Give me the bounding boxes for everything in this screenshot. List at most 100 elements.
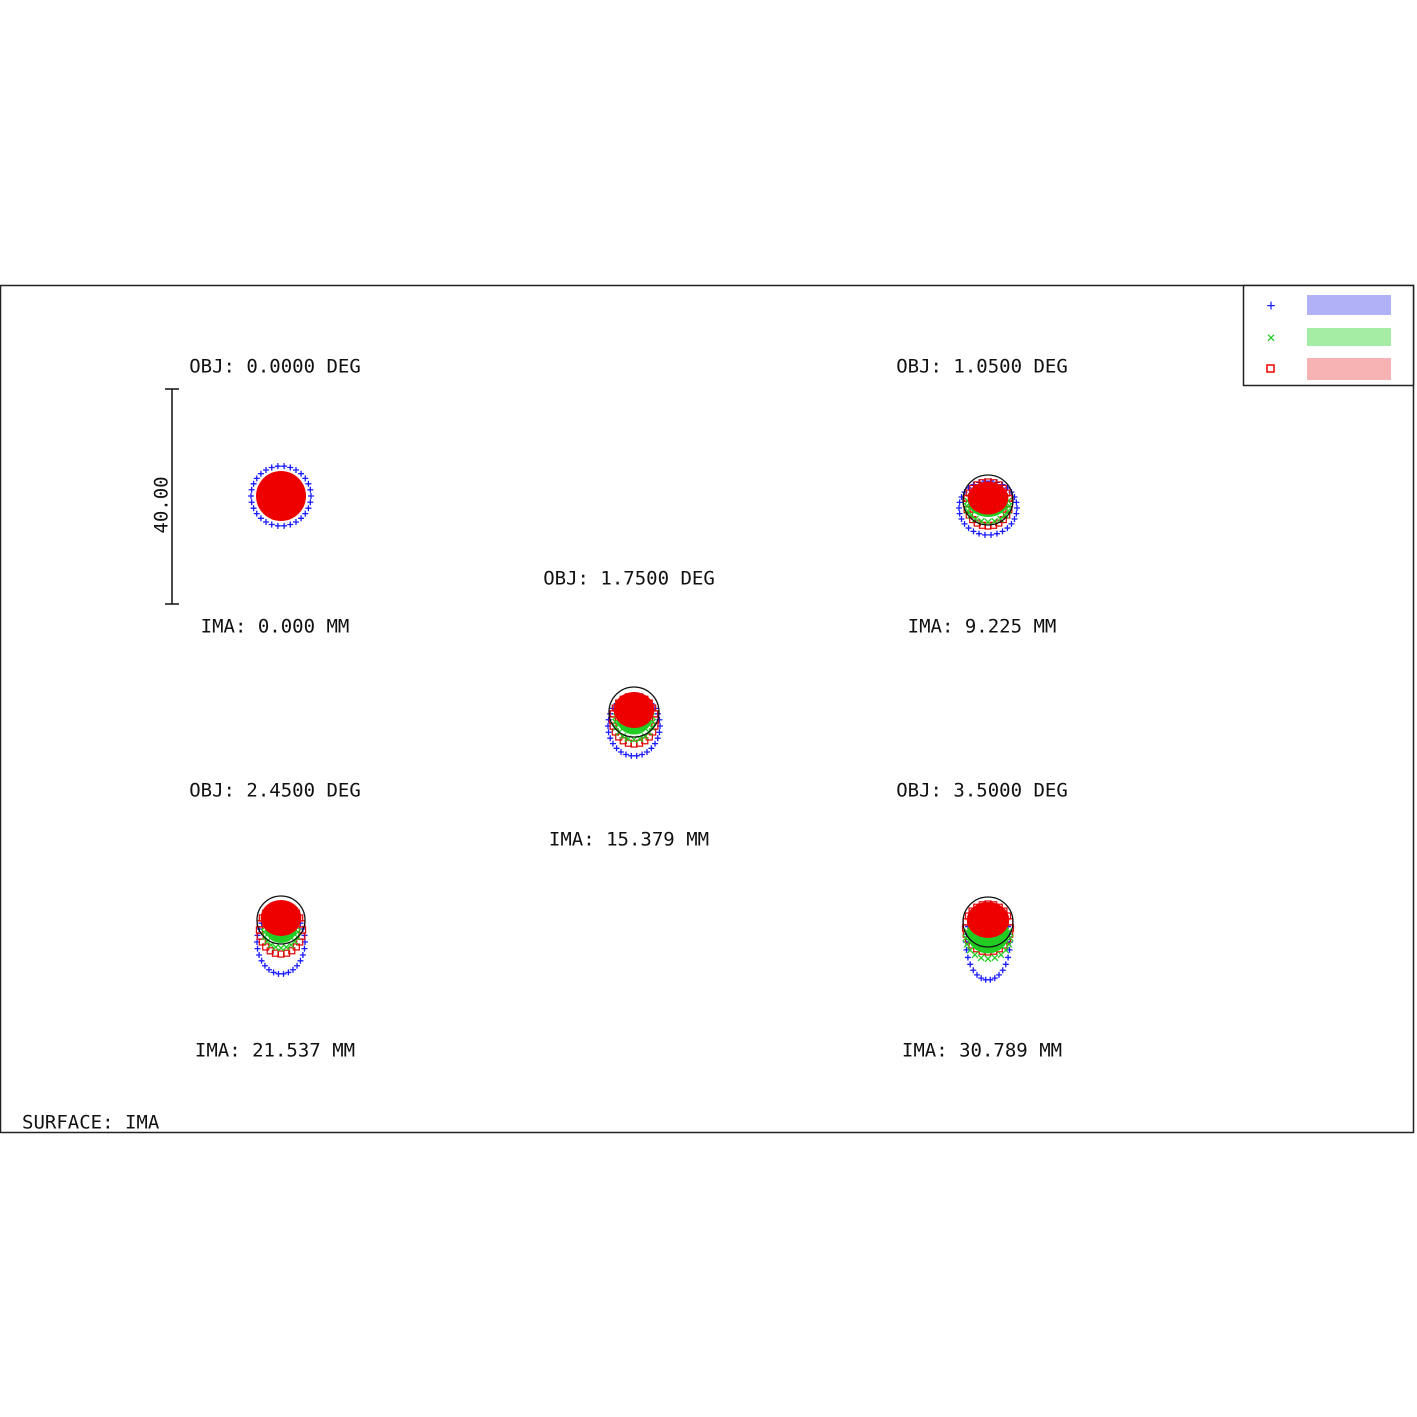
spot-ray — [266, 966, 272, 973]
spot-ray — [298, 515, 305, 522]
spot-ray — [281, 463, 288, 470]
spot-ray — [967, 511, 975, 519]
spot-ray — [293, 518, 299, 525]
plot-frame — [0, 284, 1415, 1134]
spot-ray — [254, 945, 261, 952]
spot-ray — [984, 518, 992, 526]
spot-ray — [644, 748, 650, 755]
spot-ray — [976, 530, 983, 537]
spot-ray — [622, 751, 629, 758]
spot-ray — [639, 751, 646, 758]
scale-bar: 40.00 — [151, 388, 179, 605]
spot-ray — [293, 467, 299, 474]
scale-label: 40.00 — [151, 476, 173, 533]
spot-ray — [961, 520, 968, 527]
spot-ray — [609, 740, 616, 747]
spot-ray — [630, 736, 638, 744]
spot-ray — [1004, 525, 1011, 532]
spot-core — [613, 692, 655, 728]
airy-circle — [256, 895, 306, 945]
airy-circle — [608, 686, 660, 738]
spot-ray — [963, 940, 971, 948]
spot-ray — [263, 518, 269, 525]
spot-ray — [613, 745, 620, 752]
spot-ray — [970, 967, 977, 974]
spot-ray — [648, 745, 655, 752]
spot-ray — [956, 510, 963, 517]
spot-ray — [654, 735, 661, 742]
spot-ray — [299, 952, 306, 959]
spot-ray — [302, 510, 309, 517]
spot-ray — [648, 723, 656, 731]
spot-ray — [305, 480, 312, 487]
spot-ray — [288, 947, 296, 955]
spot-ray — [1005, 940, 1013, 948]
spot-core — [966, 902, 1010, 938]
spot-ray — [308, 493, 314, 499]
spot-ray — [607, 735, 614, 742]
spot-ray — [268, 521, 275, 528]
spot-ray — [257, 470, 264, 477]
spot-ray — [258, 957, 265, 964]
spot-ray — [624, 739, 633, 747]
spot-ray — [253, 475, 260, 482]
spot-ray — [274, 522, 281, 529]
spot-ray — [633, 752, 640, 759]
spot-ray — [984, 955, 992, 963]
spot-ray — [993, 530, 1000, 537]
spot-ray — [1008, 520, 1015, 527]
spot-ray — [628, 752, 635, 759]
spot-ray — [1011, 515, 1018, 522]
spot-ray — [305, 505, 312, 512]
spot-ray — [1013, 499, 1020, 506]
field-ima-label: IMA: 9.225 MM — [908, 616, 1057, 638]
spot-ray — [271, 949, 280, 957]
spot-ray — [270, 969, 277, 976]
spot — [605, 686, 663, 759]
spot-ray — [1005, 954, 1012, 961]
spot-ray — [261, 962, 268, 969]
legend-blur — [1307, 328, 1391, 346]
spot-ray — [280, 970, 287, 977]
spot-ray — [970, 528, 977, 535]
spot-ray — [656, 729, 663, 736]
spot-ray — [956, 499, 963, 506]
spot-ray — [263, 937, 271, 945]
spot-ray — [1004, 507, 1012, 515]
legend-marker: + — [1266, 297, 1275, 315]
spot-ray — [966, 946, 974, 954]
spot-ray — [307, 486, 314, 493]
spot-ray — [1014, 505, 1020, 511]
spot-ray — [248, 499, 255, 506]
spot-ray — [997, 951, 1005, 959]
field-obj-label: OBJ: 2.4500 DEG — [189, 780, 361, 802]
spot-ray — [996, 971, 1002, 978]
spot-ray — [999, 967, 1006, 974]
spot-ray — [285, 969, 292, 976]
spot — [248, 463, 314, 529]
spot-ray — [302, 475, 309, 482]
spot-core — [260, 900, 302, 936]
spot-ray — [641, 732, 649, 740]
airy-circle — [962, 474, 1014, 526]
field-obj-label: OBJ: 3.5000 DEG — [896, 780, 1068, 802]
field-obj-label: OBJ: 1.0500 DEG — [896, 356, 1068, 378]
spot-ray — [965, 525, 972, 532]
spot-ray — [964, 954, 971, 961]
spot-ray — [982, 976, 989, 983]
field-obj-label: OBJ: 1.7500 DEG — [543, 568, 715, 590]
spot-ray — [248, 493, 254, 499]
spot-ray — [298, 470, 305, 477]
surface-label: SURFACE: IMA — [22, 1112, 160, 1134]
spot-ray — [1002, 961, 1009, 968]
field-obj-label: OBJ: 0.0000 DEG — [189, 356, 361, 378]
spot-ray — [1001, 511, 1009, 519]
spot-ray — [307, 499, 314, 506]
spot-ray — [281, 522, 288, 529]
spot-ray — [974, 971, 980, 978]
legend-marker — [1266, 364, 1275, 373]
spot-ray — [301, 945, 308, 952]
spot-ray — [287, 464, 294, 471]
spot-ray — [250, 480, 257, 487]
